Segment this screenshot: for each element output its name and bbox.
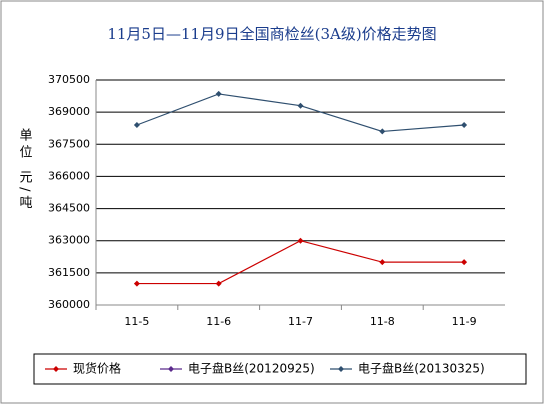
y-tick-label: 364500 [48,202,90,215]
point [215,90,222,97]
point [133,280,140,287]
y-tick-label: 366000 [48,169,90,182]
x-tick-label: 11-6 [206,315,231,328]
legend-marker [338,366,344,372]
point [461,259,468,266]
chart-title: 11月5日—11月9日全国商检丝(3A级)价格走势图 [107,25,436,43]
y-tick-label: 367500 [48,137,90,150]
y-tick-label: 363000 [48,234,90,247]
x-tick-label: 11-9 [452,315,477,328]
point [461,122,468,128]
legend-marker [53,366,59,372]
x-tick-label: 11-7 [288,315,313,328]
point [379,128,386,135]
point [379,259,386,266]
legend-label: 电子盘B丝(20120925) [188,361,315,376]
point [297,102,304,109]
y-tick-label: 370500 [48,73,90,86]
y-tick-label: 369000 [48,105,90,118]
legend-marker [168,366,174,372]
y-axis-label: 单位 元/吨 [17,128,33,213]
point [297,237,304,244]
x-tick-label: 11-5 [124,315,149,328]
point [133,122,140,128]
x-tick-label: 11-8 [370,315,395,328]
point [215,280,222,287]
y-tick-label: 361500 [48,266,90,279]
y-tick-label: 360000 [48,298,90,311]
legend-label: 电子盘B丝(20130325) [358,361,485,376]
legend-label: 现货价格 [73,361,121,376]
legend-box [33,353,527,385]
